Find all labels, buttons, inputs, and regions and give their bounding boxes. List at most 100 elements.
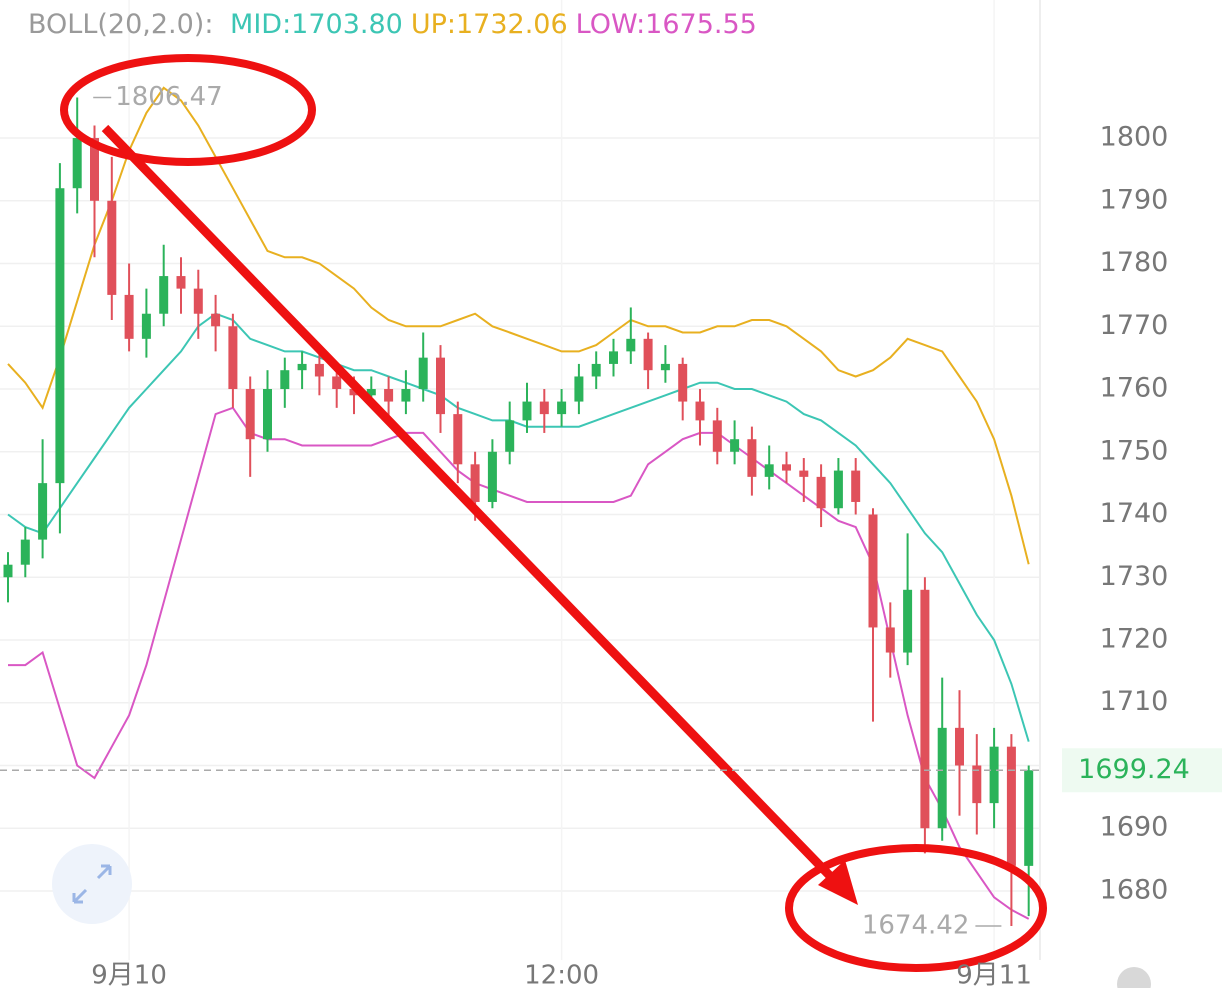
grid: [0, 0, 1040, 960]
band-line: [7, 312, 1030, 742]
low-marker-label: 1674.42: [862, 910, 970, 940]
candle-body: [349, 389, 359, 396]
candle-body: [72, 138, 82, 189]
y-tick-label: 1710: [1100, 686, 1169, 717]
legend-entry: MID:1703.80: [230, 9, 403, 40]
x-tick-label: 9月10: [91, 961, 167, 988]
candle-body: [955, 727, 964, 766]
y-tick-label: 1770: [1100, 310, 1169, 341]
high-marker-label: 1806.47: [115, 82, 223, 112]
candle-body: [643, 338, 653, 371]
candle-body: [764, 464, 774, 477]
candle-body: [487, 451, 497, 502]
candle-body: [436, 357, 445, 415]
candle-body: [263, 389, 272, 440]
candle-body: [833, 470, 843, 509]
candle-body: [384, 389, 394, 402]
candle-body: [332, 376, 342, 390]
band-line: [7, 86, 1030, 565]
y-tick-label: 1680: [1100, 874, 1169, 905]
y-tick-label: 1740: [1100, 498, 1169, 529]
y-tick-label: 1800: [1100, 122, 1169, 153]
annotations: [60, 54, 1047, 972]
band-line: [8, 406, 1030, 920]
candle-body: [972, 765, 982, 804]
candle-body: [574, 376, 584, 402]
candle-body: [90, 138, 99, 201]
candle-body: [418, 357, 428, 390]
candle-body: [211, 313, 221, 327]
candle-body: [124, 294, 134, 339]
x-tick-label: 12:00: [524, 961, 599, 988]
y-tick-label: 1790: [1100, 184, 1169, 215]
candle-body: [107, 200, 117, 295]
candle-body: [280, 370, 290, 390]
highlight-ellipse: [60, 54, 316, 166]
trend-arrow: [101, 124, 836, 882]
x-tick-label: 9月11: [956, 961, 1032, 988]
arrow-head: [818, 860, 858, 905]
candle-body: [245, 389, 255, 440]
candle-body: [1006, 746, 1016, 866]
candle-body: [747, 439, 757, 477]
candle-body: [314, 363, 324, 377]
candle-body: [937, 727, 947, 829]
candle-body: [505, 420, 515, 452]
kline-button[interactable]: [1117, 967, 1151, 988]
candle-body: [730, 439, 740, 452]
candle-body: [885, 627, 895, 653]
candle-body: [799, 470, 809, 477]
legend-entry: LOW:1675.55: [576, 9, 757, 40]
expand-icon[interactable]: [72, 864, 112, 904]
kline-bg[interactable]: [1117, 967, 1151, 988]
candle-body: [1024, 770, 1034, 866]
candle-body: [401, 389, 411, 402]
highlight-ellipse: [785, 844, 1047, 972]
legend-entry: UP:1732.06: [411, 9, 568, 40]
candle-body: [868, 514, 878, 628]
y-tick-label: 1690: [1100, 812, 1169, 843]
candle-body: [297, 363, 307, 371]
candle-body: [782, 464, 791, 471]
candle-body: [989, 746, 999, 804]
candle-body: [522, 401, 532, 421]
y-tick-label: 1750: [1100, 435, 1169, 466]
candle-body: [453, 414, 463, 465]
legend: BOLL(20,2.0): MID:1703.80 UP:1732.06 LOW:1…: [28, 9, 757, 40]
candle-body: [539, 401, 549, 415]
indicator-label: BOLL(20,2.0):: [28, 9, 213, 40]
candle-body: [903, 589, 913, 653]
candle-body: [141, 313, 151, 339]
candle-body: [678, 363, 688, 402]
candle-body: [228, 326, 238, 390]
last-price-label: 1699.24: [1078, 754, 1190, 785]
candle-body: [159, 276, 169, 314]
candle-body: [816, 476, 826, 509]
y-tick-label: 1720: [1100, 624, 1169, 655]
candle-body: [660, 363, 670, 371]
candle-body: [20, 539, 30, 565]
candle-body: [176, 276, 186, 289]
y-tick-label: 1730: [1100, 561, 1169, 592]
expand-bg[interactable]: [52, 844, 132, 924]
last-price-box: [1062, 748, 1222, 793]
y-tick-label: 1780: [1100, 247, 1169, 278]
plot-area: [3, 86, 1034, 926]
candle-body: [609, 351, 618, 364]
candle-body: [695, 401, 705, 421]
expand-button[interactable]: [52, 844, 132, 924]
candle-body: [193, 288, 203, 314]
candle-body: [920, 589, 930, 829]
candle-body: [557, 401, 567, 415]
candle-body: [626, 338, 636, 352]
candle-body: [3, 564, 13, 578]
candle-body: [366, 389, 376, 396]
candle-body: [55, 188, 65, 484]
candle-body: [851, 470, 861, 502]
candle-body: [712, 420, 722, 452]
candle-body: [591, 363, 601, 377]
candle-body: [38, 483, 48, 540]
candle-body: [470, 464, 480, 502]
y-tick-label: 1760: [1100, 373, 1169, 404]
